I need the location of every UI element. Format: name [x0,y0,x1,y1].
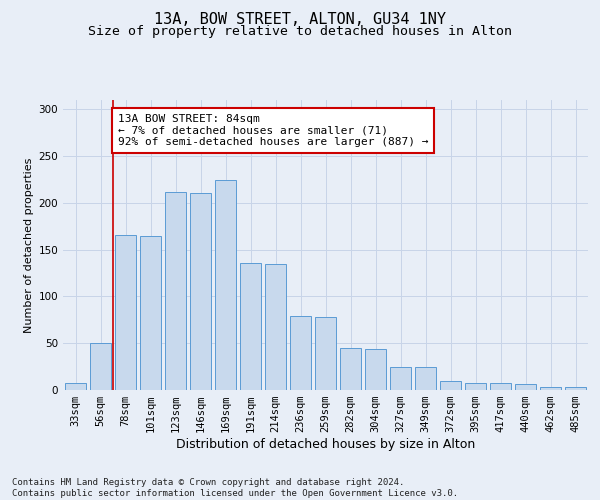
Bar [115,234,136,390]
Bar [540,387,561,390]
Bar [290,316,311,390]
Text: Contains HM Land Registry data © Crown copyright and database right 2024.
Contai: Contains HM Land Registry data © Crown c… [12,478,458,498]
Bar [440,380,461,390]
Bar [365,349,386,390]
Bar [465,384,486,390]
Bar [515,384,536,390]
Bar [415,366,436,390]
Bar [240,263,261,390]
Bar [190,192,211,390]
Text: Size of property relative to detached houses in Alton: Size of property relative to detached ho… [88,25,512,38]
Text: 13A BOW STREET: 84sqm
← 7% of detached houses are smaller (71)
92% of semi-detac: 13A BOW STREET: 84sqm ← 7% of detached h… [118,114,428,147]
Text: 13A, BOW STREET, ALTON, GU34 1NY: 13A, BOW STREET, ALTON, GU34 1NY [154,12,446,28]
Bar [265,264,286,390]
Y-axis label: Number of detached properties: Number of detached properties [24,158,34,332]
X-axis label: Distribution of detached houses by size in Alton: Distribution of detached houses by size … [176,438,475,451]
Bar [390,366,411,390]
Bar [165,192,186,390]
Bar [315,317,336,390]
Bar [340,348,361,390]
Bar [140,236,161,390]
Bar [65,384,86,390]
Bar [90,343,111,390]
Bar [490,384,511,390]
Bar [565,387,586,390]
Bar [215,180,236,390]
